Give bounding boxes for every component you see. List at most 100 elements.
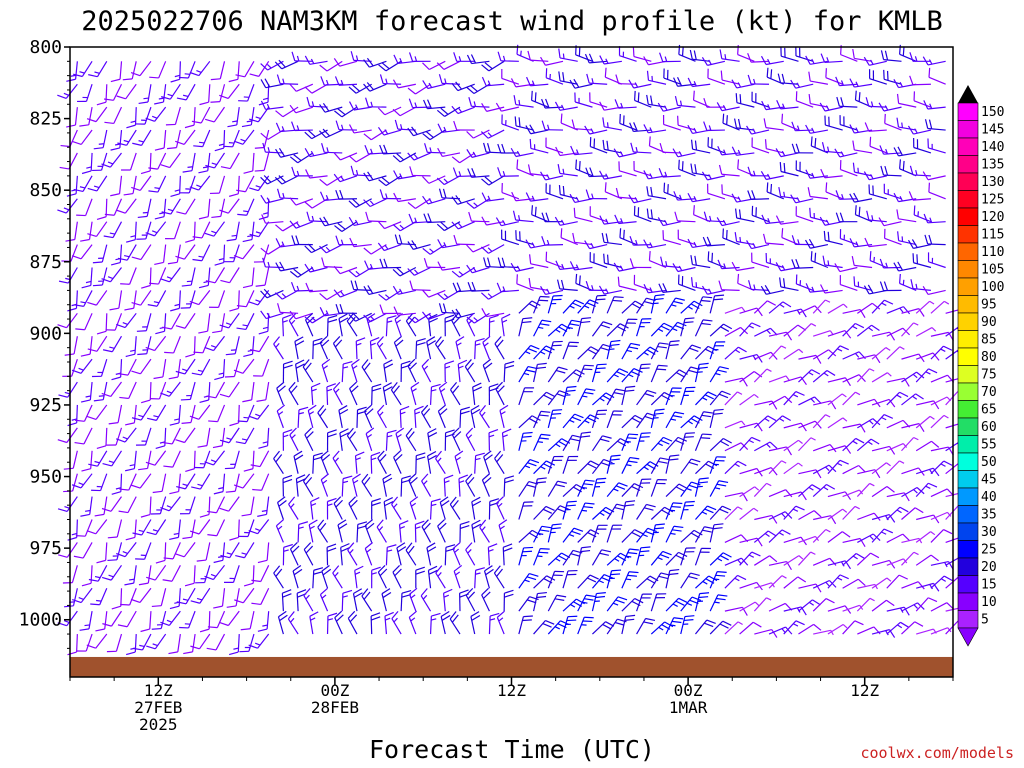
barb-half-feather [767,104,771,110]
barb-feather [198,170,208,174]
barb-staff [67,381,78,398]
barb-feather [650,209,653,219]
barb-feather [546,575,556,581]
wind-barb [277,303,299,314]
barb-staff [266,312,284,320]
barb-feather [306,211,311,222]
barb-staff [783,576,799,589]
barb-feather [322,128,331,137]
barb-staff [560,237,578,246]
wind-barb [138,450,152,471]
barb-staff [110,496,122,512]
barb-half-feather [722,105,727,111]
barb-staff [115,427,123,446]
wind-barb [394,312,403,337]
barb-staff [297,409,300,428]
barb-staff [751,129,770,135]
barb-staff [518,616,524,635]
wind-barb [558,48,578,62]
wind-barb [798,583,822,593]
barb-feather [673,617,684,620]
barb-feather [489,314,499,319]
barb-feather [814,396,822,405]
wind-barb [235,427,255,445]
barb-half-feather [296,222,301,228]
barb-staff [394,319,402,337]
wind-barb [636,389,657,406]
barb-half-feather [325,194,329,201]
barb-staff [621,571,630,589]
barb-feather [339,408,349,415]
barb-half-feather [158,97,165,100]
barb-staff [95,519,108,535]
wind-barb [577,317,592,337]
barb-staff [132,175,137,194]
barb-feather [529,596,539,601]
barb-feather [233,255,244,260]
barb-feather [342,475,353,480]
barb-staff [259,450,270,467]
barb-half-feather [613,374,619,378]
barb-feather [249,73,259,77]
barb-staff [133,565,137,584]
wind-barb [319,335,330,360]
wind-barb [812,557,837,566]
barb-staff [381,593,387,612]
barb-feather [771,629,778,638]
barb-feather [541,98,546,109]
barb-half-feather [282,78,285,84]
barb-half-feather [717,557,723,562]
barb-staff [353,174,372,177]
barb-half-feather [605,58,609,64]
wind-barb [591,477,607,497]
wind-barb [739,393,759,406]
barb-feather [599,101,605,111]
wind-barb [621,548,639,566]
barb-feather [600,324,610,329]
barb-feather [422,80,429,89]
barb-feather [278,147,286,157]
wind-barb [781,228,799,246]
barb-staff [293,456,299,474]
barb-feather [291,545,300,554]
barb-staff [353,243,372,248]
wind-barb [348,312,372,322]
barb-staff [282,289,299,300]
barb-staff [783,536,802,543]
barb-feather [407,202,416,209]
wind-barb [636,546,651,566]
wind-barb [291,235,313,246]
wind-barb [66,107,78,128]
barb-feather [383,258,388,268]
barb-staff [317,526,329,543]
barb-feather [96,216,107,221]
barb-half-feather [796,82,801,88]
barb-staff [213,221,226,237]
barb-feather [422,247,431,255]
barb-feather [521,321,532,324]
wind-barb [636,478,652,497]
barb-staff [707,192,726,200]
barb-staff [577,388,587,406]
barb-feather [560,113,563,124]
wind-barb [577,364,594,383]
barb-feather [658,283,664,293]
wind-barb [575,273,593,291]
barb-staff [470,410,476,428]
barb-half-feather [590,242,595,249]
wind-barb [116,542,137,558]
barb-feather [176,97,187,101]
barb-staff [83,290,93,307]
wind-barb [273,336,284,360]
barb-feather [154,147,165,151]
barb-staff [501,191,520,200]
barb-staff [739,422,758,429]
barb-staff [798,583,817,589]
barb-feather [399,520,409,526]
wind-barb [556,279,578,292]
barb-feather [346,427,354,436]
wind-barb [262,142,284,154]
barb-feather [414,405,424,411]
barb-staff [547,505,561,520]
barb-feather [291,121,296,131]
